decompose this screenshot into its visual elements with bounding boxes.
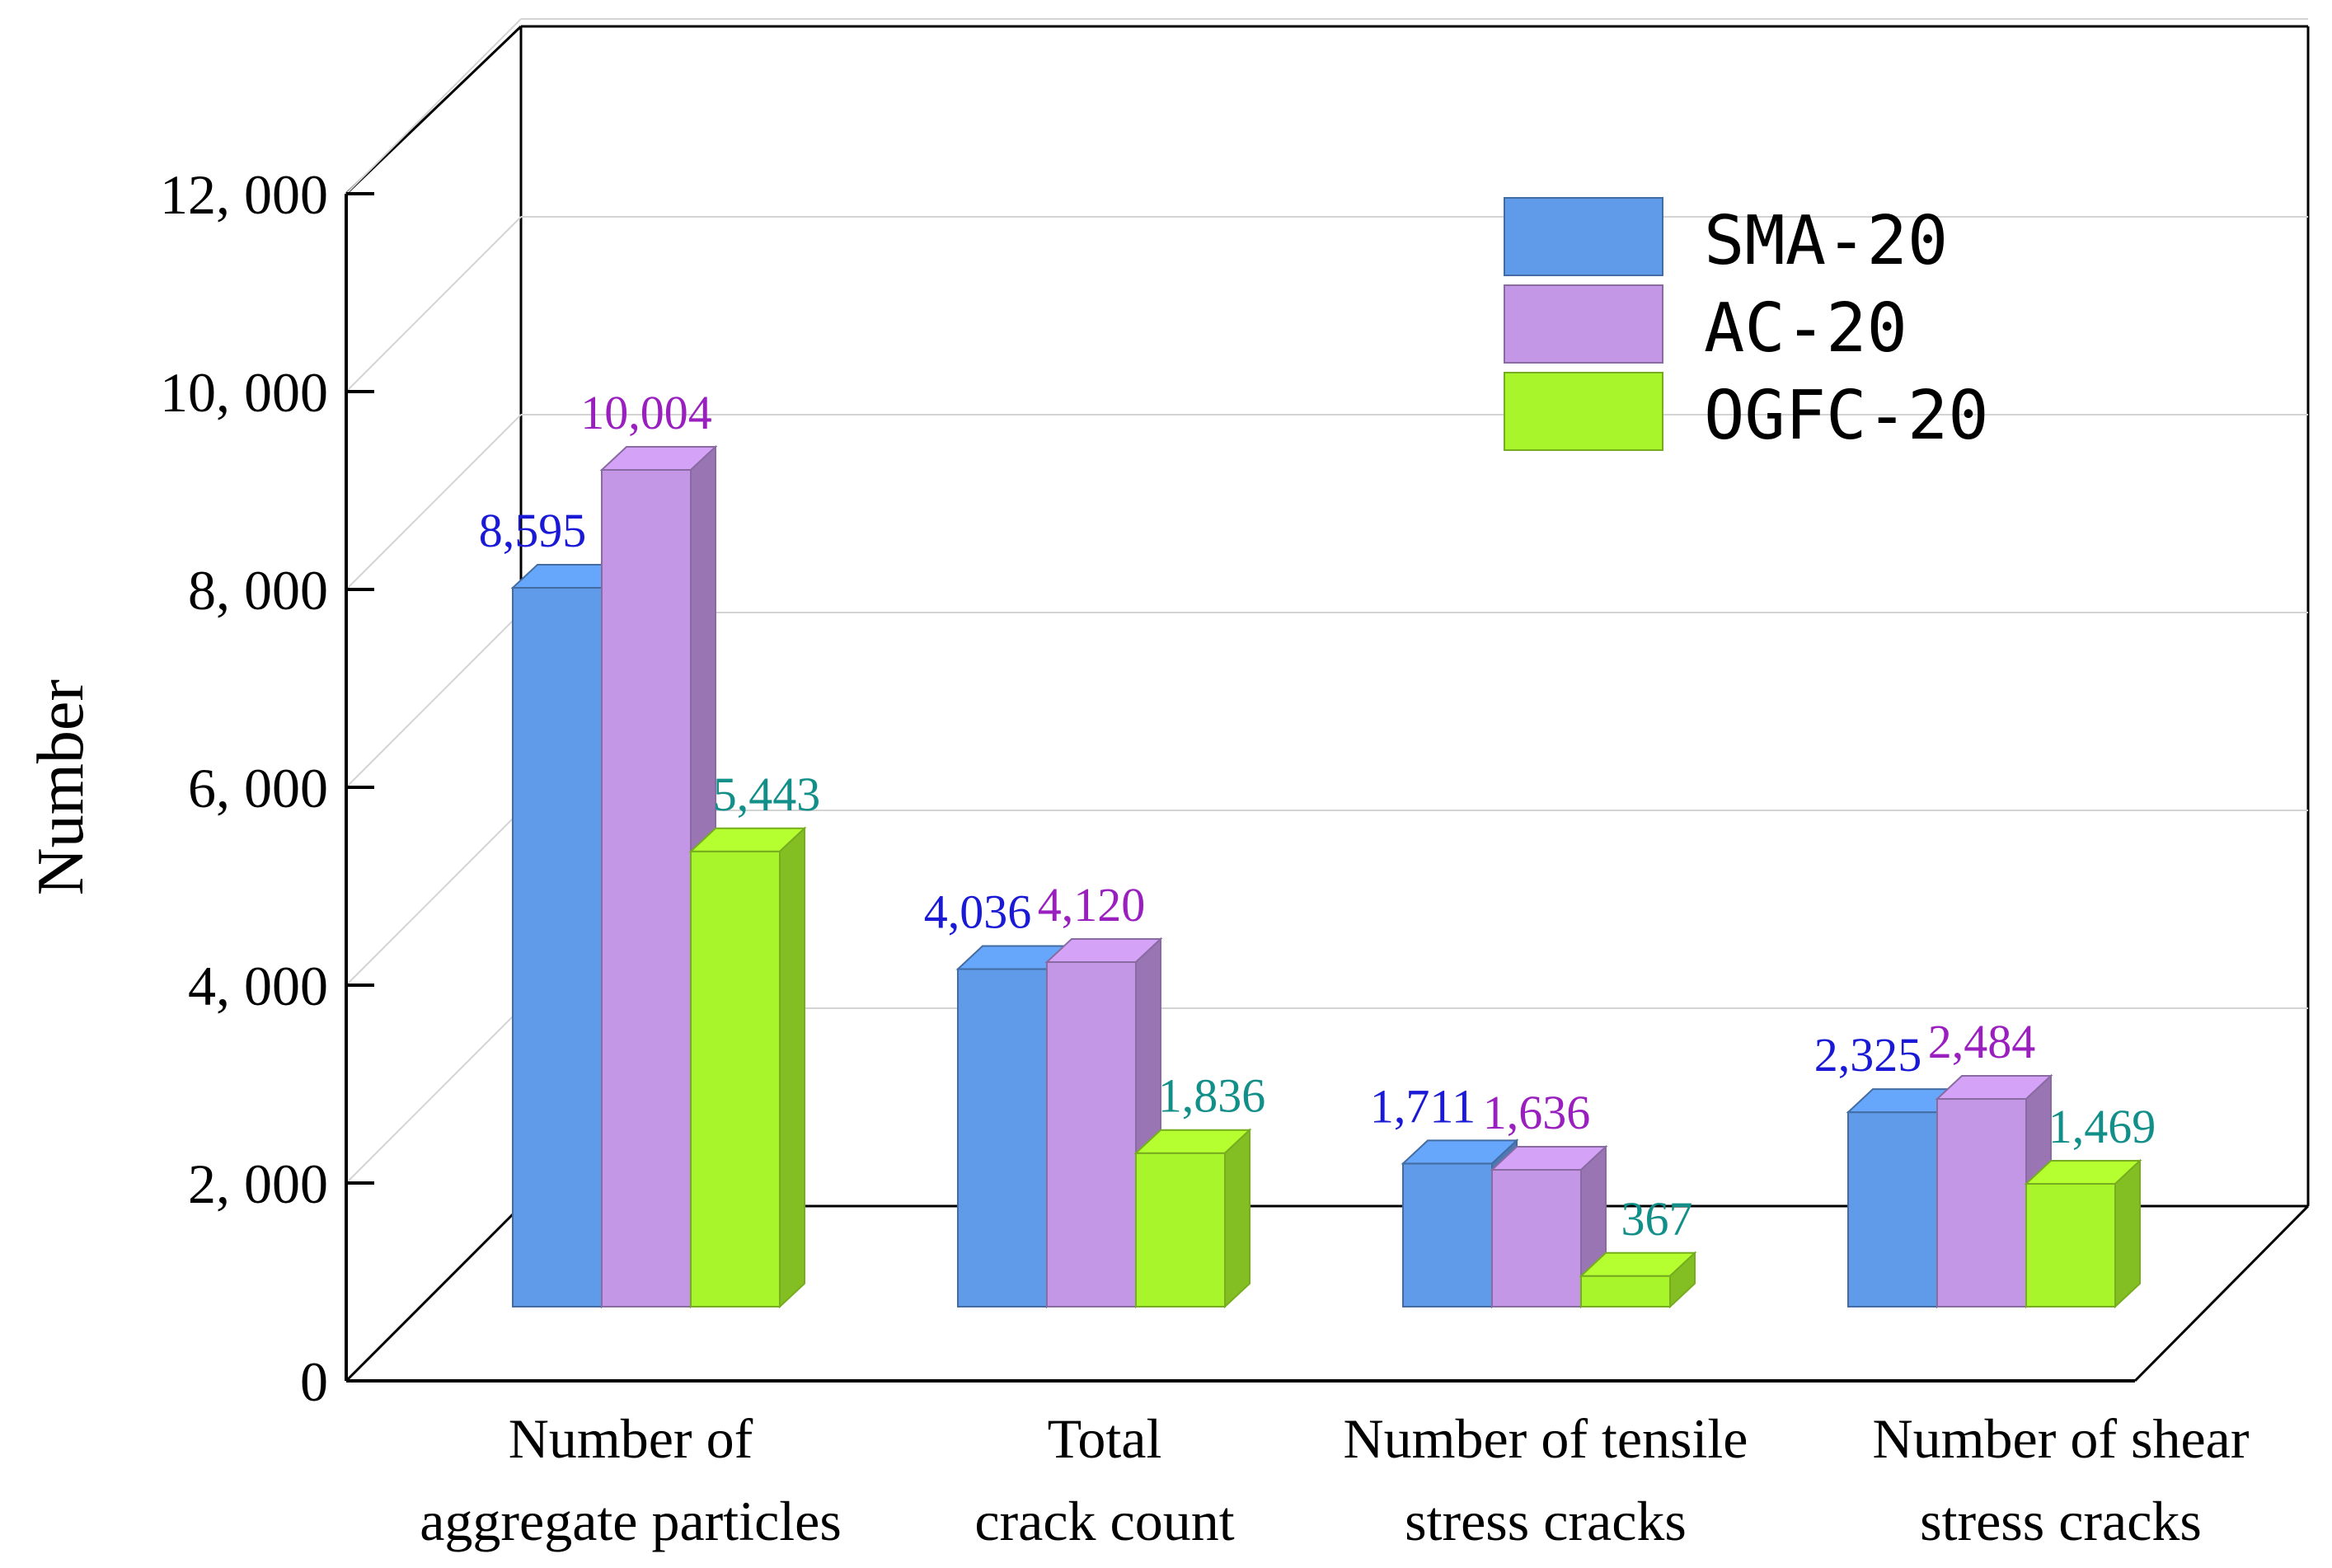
grid-line-side	[345, 612, 522, 788]
x-tick-label-line1: Number of shear	[1873, 1407, 2250, 1470]
grid-lines	[345, 18, 2308, 1184]
y-tick-label: 2, 000	[188, 1153, 328, 1215]
value-label-ac-20-1: 10,004	[580, 386, 712, 439]
bar-ogfc-20-1	[688, 826, 807, 1309]
legend-swatch-sma-20	[1504, 197, 1663, 276]
x-tick-labels: Number of aggregate particles Total crack c…	[420, 1407, 2250, 1552]
bar-front-face	[1135, 1152, 1226, 1307]
bar-front-face	[690, 850, 781, 1307]
bar-ogfc-20-4	[2024, 1158, 2142, 1309]
floor-right-edge	[2133, 1204, 2310, 1383]
legend-swatch-ogfc-20	[1504, 372, 1663, 451]
floor-left-edge	[345, 1204, 523, 1383]
value-label-sma-20-3: 1,711	[1370, 1079, 1476, 1133]
legend-swatch-ac-20	[1504, 284, 1663, 364]
bar-front-face	[512, 586, 603, 1307]
value-label-ogfc-20-3: 367	[1621, 1192, 1693, 1246]
legend-label-ac-20: AC-20	[1704, 289, 1907, 368]
y-tick-label: 4, 000	[188, 955, 328, 1017]
bar-front-face	[1847, 1111, 1938, 1307]
x-tick-label-line1: Total	[1048, 1407, 1162, 1470]
x-tick-label-line2: stress cracks	[1405, 1490, 1687, 1552]
bar-ac-20-4	[1935, 1073, 2053, 1309]
bar-front-face	[957, 968, 1048, 1307]
y-tick-label: 0	[300, 1350, 328, 1413]
y-axis-label: Number	[25, 679, 97, 895]
bar-front-face	[1046, 960, 1137, 1307]
value-labels: 8,595 10,004 5,443 4,036 4,120 1,836 1,711 1,63…	[479, 386, 2156, 1246]
legend-label-sma-20: SMA-20	[1704, 202, 1948, 280]
x-tick-label-line1: Number of	[509, 1407, 753, 1470]
axes	[345, 192, 2135, 1383]
value-label-ac-20-2: 4,120	[1038, 878, 1146, 932]
bar-ogfc-20-2	[1133, 1128, 1252, 1309]
grid-line-side	[345, 216, 522, 392]
y-tick-label: 6, 000	[188, 757, 328, 819]
legend-label-ogfc-20: OGFC-20	[1704, 377, 1989, 455]
grid-line-side	[345, 810, 522, 986]
x-tick-label-line2: aggregate particles	[420, 1490, 842, 1552]
bar-front-face	[1580, 1275, 1671, 1308]
grid-line-side	[345, 18, 522, 195]
bar-ac-20-3	[1490, 1144, 1608, 1309]
bars	[510, 444, 2142, 1309]
bar-side-face	[779, 826, 805, 1309]
value-label-ogfc-20-4: 1,469	[2048, 1100, 2156, 1153]
value-label-sma-20-4: 2,325	[1814, 1028, 1922, 1082]
bar-front-face	[1936, 1097, 2027, 1308]
grid-line-side	[345, 1007, 522, 1184]
x-tick-label-line2: crack count	[974, 1490, 1234, 1552]
y-tick-labels: 0 2, 000 4, 000 6, 000 8, 000 10, 000 12, 000	[160, 163, 328, 1413]
value-label-ogfc-20-1: 5,443	[713, 768, 821, 821]
bar-side-face	[2114, 1158, 2141, 1309]
y-tick-label: 8, 000	[188, 559, 328, 622]
bar-side-face	[1224, 1128, 1250, 1309]
side-wall-top-edge	[345, 25, 523, 195]
value-label-sma-20-1: 8,595	[479, 504, 587, 557]
y-tick-label: 12, 000	[160, 163, 328, 226]
bar-front-face	[1402, 1162, 1493, 1308]
value-label-sma-20-2: 4,036	[924, 885, 1032, 939]
value-label-ogfc-20-2: 1,836	[1158, 1069, 1266, 1123]
x-tick-label-line1: Number of tensile	[1344, 1407, 1748, 1470]
value-label-ac-20-4: 2,484	[1928, 1015, 2036, 1068]
grid-line-side	[345, 414, 522, 590]
bar-front-face	[601, 469, 692, 1307]
bar-front-face	[2025, 1182, 2116, 1308]
value-label-ac-20-3: 1,636	[1483, 1086, 1591, 1139]
x-tick-label-line2: stress cracks	[1920, 1490, 2202, 1552]
bar-front-face	[1491, 1169, 1582, 1308]
legend: SMA-20 AC-20 OGFC-20	[1504, 197, 1989, 455]
bar-side-face	[1669, 1251, 1696, 1309]
bar-ogfc-20-3	[1579, 1251, 1697, 1309]
y-tick-label: 10, 000	[160, 361, 328, 424]
